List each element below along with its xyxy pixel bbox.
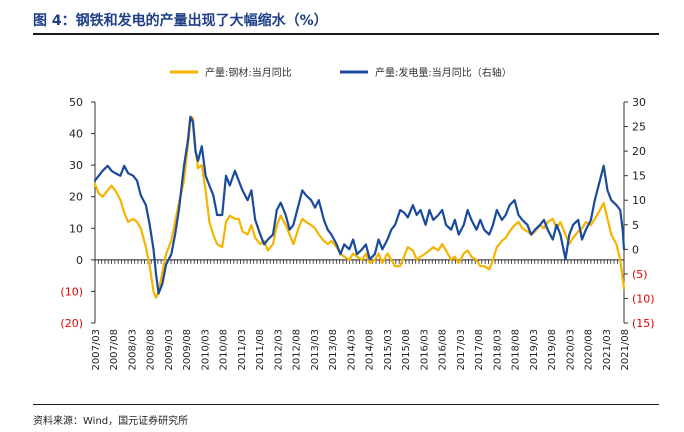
y-right-tick-label: (10) — [632, 292, 655, 305]
y-left-tick-label: 10 — [69, 222, 83, 235]
y-left-tick-label: 30 — [69, 159, 83, 172]
y-right-tick-label: 20 — [632, 145, 646, 158]
y-right-tick-label: 5 — [632, 219, 639, 232]
legend: 产量:钢材:当月同比 产量:发电量:当月同比（右轴） — [170, 66, 512, 79]
x-tick-label: 2021/08 — [620, 329, 631, 371]
x-tick-label: 2009/03 — [164, 329, 175, 371]
x-tick-label: 2021/03 — [602, 329, 613, 371]
x-tick-label: 2009/08 — [182, 329, 193, 371]
x-tick-label: 2008/03 — [127, 329, 138, 371]
x-tick-label: 2015/08 — [401, 329, 412, 371]
y-right-tick-label: 0 — [632, 243, 639, 256]
line-chart: 产量:钢材:当月同比 产量:发电量:当月同比（右轴） 50403020100(1… — [60, 66, 654, 371]
top-rule — [33, 33, 659, 35]
x-tick-label: 2010/03 — [200, 329, 211, 371]
y-left-tick-label: (20) — [60, 317, 83, 330]
series-lines — [93, 115, 626, 299]
y-right-tick-label: 15 — [632, 170, 646, 183]
x-tick-label: 2019/08 — [547, 329, 558, 371]
x-tick-label: 2012/03 — [273, 329, 284, 371]
x-tick-label: 2008/08 — [146, 329, 157, 371]
bottom-rule — [33, 404, 659, 405]
x-tick-label: 2020/03 — [565, 329, 576, 371]
y-right-tick-label: (15) — [632, 317, 655, 330]
y-right-tick-label: 30 — [632, 96, 646, 109]
series-line-steel — [93, 116, 626, 299]
x-tick-label: 2013/08 — [328, 329, 339, 371]
y-right-tick-label: (5) — [632, 268, 648, 281]
x-tick-label: 2014/03 — [346, 329, 357, 371]
x-tick-label: 2015/03 — [383, 329, 394, 371]
x-tick-label: 2013/03 — [310, 329, 321, 371]
x-tick-label: 2020/08 — [584, 329, 595, 371]
x-tick-label: 2012/08 — [292, 329, 303, 371]
x-tick-label: 2011/03 — [237, 329, 248, 371]
source-note: 资料来源：Wind，国元证券研究所 — [33, 416, 189, 427]
x-tick-label: 2007/08 — [109, 329, 120, 371]
x-tick-label: 2011/08 — [255, 329, 266, 371]
x-tick-label: 2017/08 — [474, 329, 485, 371]
y-left-tick-label: (10) — [60, 285, 83, 298]
y-left-tick-label: 50 — [69, 96, 83, 109]
figure-title: 图 4：钢铁和发电的产量出现了大幅缩水（%） — [33, 13, 328, 29]
series-line-power — [93, 115, 626, 295]
legend-steel-label: 产量:钢材:当月同比 — [205, 66, 292, 79]
x-tick-label: 2007/03 — [91, 329, 102, 371]
axes: 50403020100(10)(20)302520151050(5)(10)(1… — [60, 96, 654, 371]
y-left-tick-label: 20 — [69, 191, 83, 204]
y-right-tick-label: 25 — [632, 121, 646, 134]
x-tick-label: 2016/08 — [438, 329, 449, 371]
x-tick-label: 2016/03 — [419, 329, 430, 371]
x-tick-label: 2019/03 — [529, 329, 540, 371]
y-left-tick-label: 40 — [69, 128, 83, 141]
y-right-tick-label: 10 — [632, 194, 646, 207]
x-tick-label: 2018/08 — [511, 329, 522, 371]
x-tick-label: 2018/03 — [492, 329, 503, 371]
x-tick-label: 2014/08 — [365, 329, 376, 371]
legend-power-label: 产量:发电量:当月同比（右轴） — [375, 66, 512, 79]
y-left-tick-label: 0 — [76, 254, 83, 267]
x-tick-label: 2010/08 — [219, 329, 230, 371]
x-tick-label: 2017/03 — [456, 329, 467, 371]
